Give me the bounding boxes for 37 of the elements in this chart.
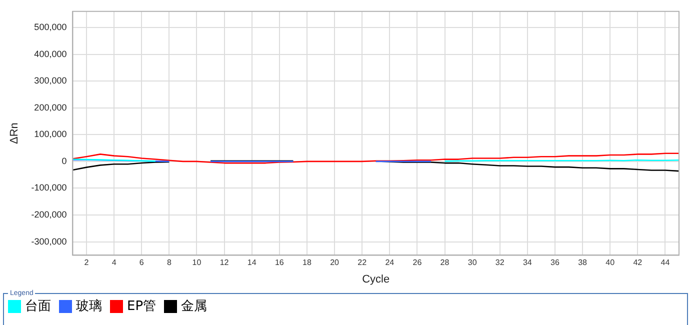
x-tick-label: 22 (358, 258, 368, 268)
y-tick-label: 500,000 (34, 22, 67, 32)
y-tick-label: -100,000 (31, 182, 67, 193)
legend-label: 金属 (181, 298, 208, 315)
x-tick-label: 12 (220, 258, 230, 268)
x-tick-label: 18 (302, 258, 312, 268)
y-tick-label: 300,000 (34, 76, 67, 86)
x-tick-label: 28 (440, 258, 450, 268)
x-axis-title: Cycle (362, 273, 390, 286)
legend-label: 台面 (25, 298, 51, 315)
y-tick-label: 200,000 (34, 102, 67, 112)
x-tick-label: 6 (139, 258, 144, 268)
y-axis-title: ΔRn (8, 122, 21, 144)
legend-label: EP管 (127, 298, 156, 315)
x-tick-label: 42 (633, 258, 643, 268)
x-tick-label: 34 (522, 258, 532, 268)
x-tick-label: 14 (247, 258, 257, 268)
x-tick-label: 32 (495, 258, 505, 268)
x-tick-label: 36 (550, 258, 560, 268)
y-tick-label: 400,000 (34, 48, 67, 59)
x-tick-label: 26 (412, 258, 422, 268)
y-tick-label: -200,000 (31, 210, 67, 220)
x-tick-label: 40 (606, 258, 616, 268)
x-tick-label: 2 (84, 258, 90, 268)
x-tick-label: 38 (578, 258, 588, 268)
x-tick-label: 44 (660, 258, 670, 268)
y-tick-label: 0 (62, 156, 67, 166)
x-tick-label: 8 (166, 258, 172, 268)
x-tick-label: 4 (112, 258, 117, 268)
x-tick-label: 24 (385, 258, 395, 268)
x-tick-label: 10 (192, 258, 202, 268)
y-tick-label: 100,000 (34, 129, 67, 140)
x-tick-label: 16 (274, 258, 284, 268)
y-tick-label: -300,000 (31, 236, 67, 246)
x-tick-label: 20 (330, 258, 340, 268)
legend-label: 玻璃 (76, 298, 102, 315)
x-tick-label: 30 (468, 258, 478, 268)
